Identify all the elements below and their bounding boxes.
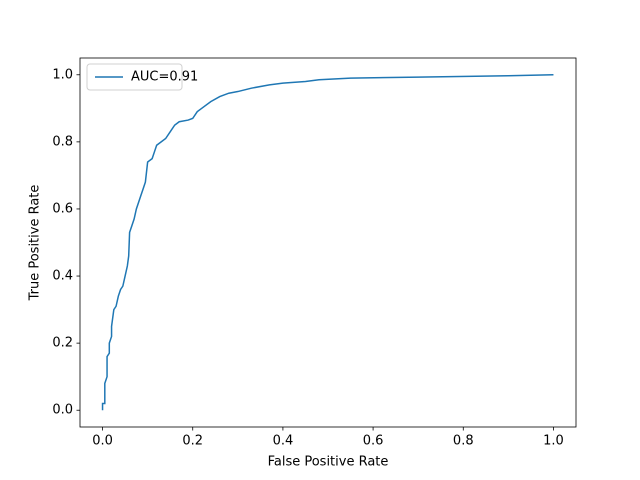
legend-label: AUC=0.91 bbox=[131, 70, 198, 85]
y-tick-label: 0.4 bbox=[52, 269, 73, 284]
y-tick-label: 0.8 bbox=[52, 134, 73, 149]
axes-frame bbox=[79, 57, 577, 428]
y-tick-label: 0.2 bbox=[52, 336, 73, 351]
y-tick-label: 0.0 bbox=[52, 403, 73, 418]
legend-box bbox=[86, 63, 183, 91]
y-tick-label: 0.6 bbox=[52, 201, 73, 216]
x-tick-label: 0.0 bbox=[92, 434, 113, 449]
roc-curve bbox=[101, 74, 554, 411]
x-tick-label: 1.0 bbox=[543, 434, 564, 449]
x-tick-label: 0.6 bbox=[363, 434, 384, 449]
x-tick-label: 0.2 bbox=[182, 434, 203, 449]
x-axis-label: False Positive Rate bbox=[268, 455, 389, 470]
x-tick-label: 0.8 bbox=[453, 434, 474, 449]
x-tick-label: 0.4 bbox=[273, 434, 294, 449]
y-tick-label: 1.0 bbox=[52, 67, 73, 82]
y-axis-label: True Positive Rate bbox=[28, 185, 43, 302]
